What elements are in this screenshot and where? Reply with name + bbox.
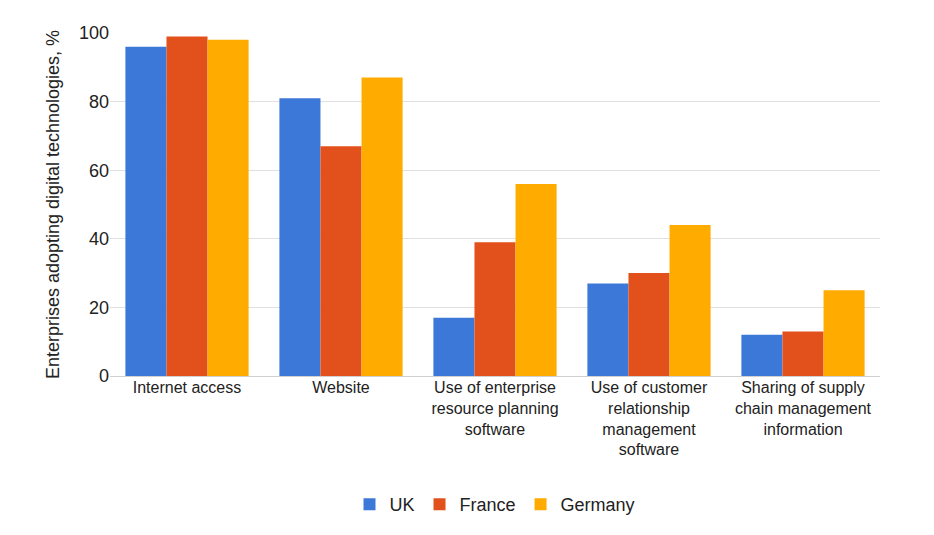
svg-text:Enterprises adopting digital t: Enterprises adopting digital technologie… (43, 30, 63, 379)
svg-text:Germany: Germany (561, 495, 635, 515)
svg-text:Internet access: Internet access (133, 379, 242, 396)
svg-text:60: 60 (89, 161, 109, 181)
svg-text:20: 20 (89, 298, 109, 318)
svg-text:0: 0 (99, 366, 109, 386)
svg-text:100: 100 (79, 23, 109, 43)
svg-text:Use of customerrelationshipman: Use of customerrelationshipmanagementsof… (591, 379, 708, 458)
svg-text:Use of enterpriseresource plan: Use of enterpriseresource planningsoftwa… (431, 379, 558, 438)
svg-text:UK: UK (390, 495, 415, 515)
svg-text:40: 40 (89, 229, 109, 249)
svg-text:Sharing of supplychain managem: Sharing of supplychain managementinforma… (735, 379, 872, 438)
svg-text:80: 80 (89, 92, 109, 112)
svg-text:France: France (460, 495, 516, 515)
svg-text:Website: Website (312, 379, 370, 396)
